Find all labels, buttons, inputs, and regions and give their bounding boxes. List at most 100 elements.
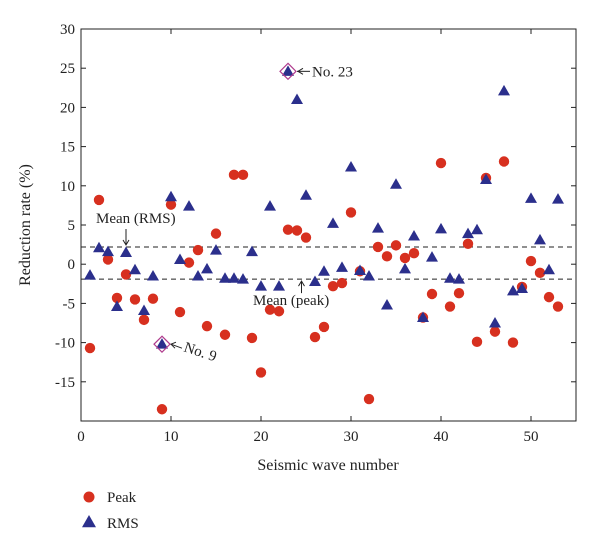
- y-tick-label: 25: [60, 61, 75, 77]
- rms-point: [498, 84, 510, 96]
- peak-point: [318, 321, 330, 333]
- y-tick-label: 0: [68, 257, 76, 273]
- annotation-arrowhead: [298, 280, 305, 287]
- rms-point: [201, 262, 213, 274]
- rms-point: [165, 190, 177, 202]
- peak-point: [174, 306, 186, 318]
- rms-point: [120, 246, 132, 257]
- rms-point: [192, 269, 204, 281]
- rms-point: [390, 178, 402, 189]
- x-tick-label: 40: [434, 429, 449, 445]
- highlight-diamond: [153, 335, 171, 354]
- peak-point: [408, 248, 420, 259]
- peak-point: [327, 280, 339, 292]
- rms-point: [129, 263, 141, 275]
- rms-point: [408, 229, 420, 241]
- rms-point: [138, 304, 150, 315]
- peak-point: [435, 157, 447, 169]
- peak-point: [444, 301, 456, 312]
- rms-point: [318, 265, 330, 276]
- peak-point: [453, 288, 465, 299]
- peak-point: [102, 254, 114, 265]
- x-tick-label: 10: [164, 429, 179, 445]
- y-tick-label: 20: [60, 100, 75, 116]
- rms-point: [363, 269, 375, 281]
- peak-point: [273, 306, 285, 317]
- peak-point: [534, 267, 546, 279]
- rms-point: [399, 262, 411, 274]
- rms-point: [255, 280, 267, 291]
- peak-point: [399, 252, 411, 264]
- peak-point: [93, 194, 105, 206]
- peak-point: [237, 169, 249, 181]
- peak-point: [300, 232, 312, 243]
- rms-point: [543, 263, 555, 275]
- x-tick-label: 50: [524, 429, 539, 445]
- peak-point: [264, 304, 276, 315]
- peak-point: [192, 244, 204, 256]
- peak-point: [363, 393, 375, 405]
- peak-point: [336, 277, 348, 289]
- peak-point: [228, 169, 240, 181]
- rms-point: [84, 269, 96, 280]
- annotation-arrow: [170, 343, 183, 349]
- rms-point: [237, 273, 249, 284]
- rms-point: [372, 222, 384, 233]
- rms-point: [111, 300, 123, 312]
- y-tick-label: 5: [68, 218, 76, 234]
- peak-point: [426, 288, 438, 300]
- rms-point: [417, 311, 429, 323]
- rms-point: [336, 261, 348, 272]
- x-tick-label: 30: [344, 429, 359, 445]
- peak-point: [390, 240, 402, 251]
- peak-point: [183, 257, 195, 268]
- rms-point: [354, 264, 366, 275]
- rms-point: [453, 273, 465, 284]
- rms-point: [291, 93, 303, 105]
- y-tick-label: -10: [55, 336, 75, 352]
- peak-point: [138, 314, 150, 326]
- peak-point: [507, 337, 519, 348]
- rms-point: [426, 251, 438, 262]
- peak-point: [345, 207, 357, 218]
- rms-point: [183, 200, 195, 211]
- peak-point: [471, 336, 483, 348]
- x-tick-label: 0: [77, 429, 85, 445]
- rms-point: [282, 65, 294, 76]
- rms-point: [246, 245, 258, 257]
- peak-point: [552, 301, 564, 312]
- rms-point: [381, 298, 393, 310]
- rms-point: [147, 269, 159, 281]
- peak-point: [156, 404, 168, 415]
- rms-point: [480, 173, 492, 185]
- mean-rms-label: Mean (RMS): [96, 211, 176, 227]
- peak-point: [165, 199, 177, 210]
- rms-point: [471, 223, 483, 235]
- y-tick-label: -5: [63, 296, 76, 312]
- rms-point: [552, 193, 564, 204]
- rms-point: [435, 222, 447, 234]
- annotation-arrowhead: [122, 239, 130, 246]
- peak-point: [372, 241, 384, 253]
- peak-point: [381, 251, 393, 262]
- rms-point: [507, 284, 519, 296]
- peak-point: [129, 294, 141, 305]
- peak-point: [111, 292, 123, 304]
- legend-rms-label: RMS: [107, 516, 139, 532]
- rms-point: [93, 241, 105, 253]
- legend-peak-label: Peak: [107, 490, 137, 506]
- annotation-arrowhead: [297, 67, 304, 75]
- rms-point: [327, 217, 339, 228]
- annotation-label: No. 9: [182, 340, 219, 366]
- rms-point: [300, 189, 312, 200]
- peak-point: [201, 320, 213, 332]
- rms-point: [156, 338, 168, 349]
- rms-point: [462, 227, 474, 239]
- peak-point: [462, 238, 474, 250]
- y-tick-label: 30: [60, 22, 75, 38]
- rms-point: [525, 192, 537, 203]
- legend-rms-marker: [82, 515, 96, 528]
- peak-point: [246, 332, 258, 344]
- legend-peak-marker: [83, 491, 95, 503]
- rms-point: [534, 233, 546, 245]
